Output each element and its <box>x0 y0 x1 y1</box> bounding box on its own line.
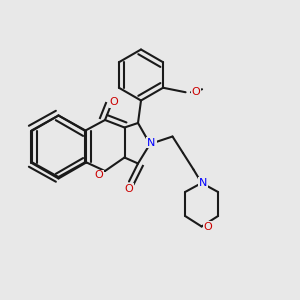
Text: O: O <box>124 184 134 194</box>
Text: N: N <box>147 137 156 148</box>
Text: O: O <box>204 221 213 232</box>
Text: O: O <box>110 97 118 107</box>
Text: O: O <box>192 87 200 97</box>
Text: N: N <box>199 178 207 188</box>
Text: O: O <box>94 170 103 181</box>
